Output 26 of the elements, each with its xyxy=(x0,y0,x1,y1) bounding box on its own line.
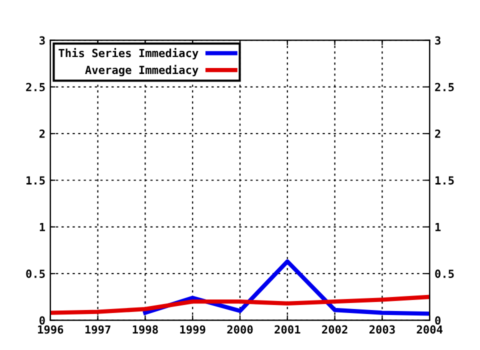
x-tick-label: 1997 xyxy=(85,325,110,334)
y-tick-label: 2 xyxy=(39,130,45,138)
x-tick-label: 1996 xyxy=(38,325,64,334)
y-tick-label: 1 xyxy=(40,223,46,232)
x-tick-label: 2003 xyxy=(369,325,395,334)
y2-tick-label: 1 xyxy=(435,223,441,232)
y-tick-label: 3 xyxy=(40,36,45,45)
x-tick-label: 1999 xyxy=(180,325,206,334)
y2-tick-label: 3 xyxy=(435,36,440,45)
y-tick-label: 0 xyxy=(40,316,45,325)
y-tick-label: 0.5 xyxy=(26,270,45,278)
x-tick-label: 2004 xyxy=(416,325,442,334)
y2-tick-label: 2 xyxy=(435,130,440,138)
line-series xyxy=(50,294,430,315)
x-tick-label: 2001 xyxy=(274,325,300,334)
legend-label: This Series Immediacy xyxy=(58,48,198,60)
x-tick-label: 2002 xyxy=(322,325,348,334)
y2-tick-label: 2.5 xyxy=(435,82,454,92)
legend-label: Average Immediacy xyxy=(85,64,198,76)
y2-tick-label: 0 xyxy=(435,316,440,325)
y-tick-label: 2.5 xyxy=(26,82,45,92)
y2-tick-label: 1.5 xyxy=(435,176,454,185)
y2-tick-label: 0.5 xyxy=(435,270,454,278)
x-tick-label: 1998 xyxy=(132,325,158,334)
x-tick-label: 2000 xyxy=(227,325,253,334)
y-tick-label: 1.5 xyxy=(26,176,45,185)
